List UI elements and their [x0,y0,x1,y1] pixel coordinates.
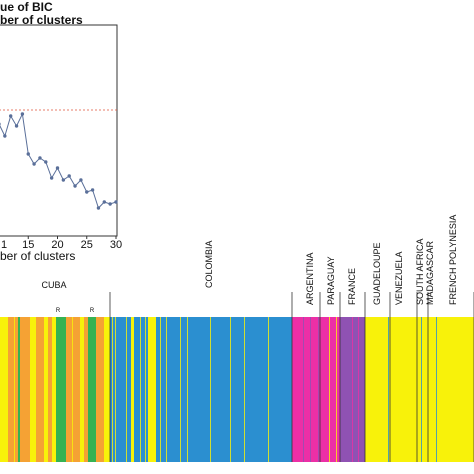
population-label: FRANCE [347,268,357,305]
bic-x-tick-label: 25 [81,239,93,251]
structure-bar-blue [110,317,131,462]
bic-data-point [9,114,13,118]
structure-thin-bar [126,317,127,462]
structure-bar-green [56,317,66,462]
bic-data-point [79,178,83,182]
structure-bar-blue [156,317,292,462]
structure-thin-bar [329,317,330,462]
bic-chart-title: ue of BIC [0,0,53,14]
marker-label: R [56,308,61,314]
population-label: COLOMBIA [204,240,214,288]
structure-bar-orange [66,317,80,462]
structure-bar-yellow [44,317,48,462]
structure-bar-orange [96,317,104,462]
bic-line-chart: 15 20 25 30 1 [0,24,122,251]
bic-data-point [14,124,19,128]
structure-thin-bar [436,317,437,462]
structure-thin-bar [115,317,116,462]
bic-x-tick-label: 20 [51,239,63,251]
bic-data-point [49,176,54,180]
structure-bar-yellow [0,317,8,462]
structure-thin-bar [421,317,422,462]
structure-bar-yellow [365,317,474,462]
bic-data-point [102,200,107,204]
structure-thin-bar [318,317,319,462]
structure-thin-bar [230,317,231,462]
structure-thin-bar [336,317,337,462]
bic-x-axis-label: ber of clusters [0,249,76,263]
bic-data-point [44,160,48,164]
structure-bar-green [88,317,96,462]
structure-thin-bar [166,317,167,462]
bic-x-tick-label: 1 [1,239,7,251]
structure-bar-orange [20,317,30,462]
bic-plot-panel: 15 20 25 30 1 ue of BIC ber of clusters ber … [0,0,140,270]
bic-x-tick-label: 15 [22,239,34,251]
structure-thin-bar [14,317,15,462]
structure-bar-orange [36,317,44,462]
structure-thin-bar [210,317,211,462]
bic-data-point [67,174,71,178]
structure-thin-bar [358,317,359,462]
structure-bar-yellow [30,317,36,462]
structure-bar-yellow [52,317,56,462]
population-label: SOUTH AFRICA [415,238,425,305]
structure-thin-bar [310,317,311,462]
structure-thin-bar [244,317,245,462]
population-label: MADAGASCAR [425,240,435,305]
bic-data-point [96,206,101,210]
bic-data-point [73,184,77,188]
structure-bar-green [18,317,20,462]
structure-thin-bar [352,317,353,462]
structure-thin-bar [140,317,141,462]
bic-data-point [90,188,95,192]
structure-thin-bar [72,317,73,462]
bic-data-point [0,122,1,126]
bic-data-point [32,162,36,166]
structure-thin-bar [160,317,161,462]
structure-thin-bar [145,317,146,462]
marker-label: R [90,308,95,314]
bic-data-point [38,156,42,160]
structure-thin-bar [388,317,389,462]
structure-bar-yellow [148,317,156,462]
structure-bar-blue [134,317,148,462]
bic-data-point [108,202,112,206]
structure-bar-yellow [131,317,134,462]
bic-data-point [61,178,66,182]
bic-data-point [26,152,30,156]
structure-bar-orange [48,317,52,462]
structure-thin-bar [180,317,181,462]
bic-data-point [55,166,60,170]
population-label: GUADELOUPE [372,242,382,305]
structure-thin-bar [187,317,188,462]
bic-data-point [85,190,89,194]
population-label: CUBA [41,280,66,290]
bic-data-point [20,112,25,116]
structure-bar-orange [84,317,88,462]
structure-thin-bar [268,317,269,462]
structure-bar-magenta [292,317,340,462]
bic-data-point [114,200,118,204]
bic-data-point [3,134,7,138]
bic-chart-subtitle: ber of clusters [0,13,83,27]
bic-plot-frame [0,24,118,237]
population-label: FRENCH POLYNESIA [448,215,458,305]
bic-x-tick-label: 30 [110,239,122,251]
population-label: PARAGUAY [326,256,336,305]
structure-bar-yellow [80,317,84,462]
structure-thin-bar [303,317,304,462]
structure-bar-yellow [104,317,110,462]
population-label: VENEZUELA [394,251,404,305]
population-label: ARGENTINA [305,252,315,305]
structure-thin-bar [112,317,113,462]
structure-bar-orange [8,317,18,462]
